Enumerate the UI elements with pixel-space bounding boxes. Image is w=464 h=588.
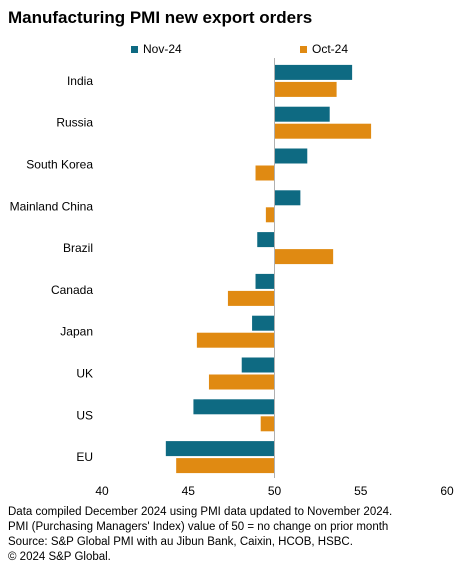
bar-oct bbox=[196, 332, 275, 348]
bar-oct bbox=[265, 207, 275, 223]
legend-swatch-oct bbox=[300, 45, 307, 53]
x-tick-label: 40 bbox=[95, 484, 109, 498]
bar-oct bbox=[274, 81, 337, 97]
bar-nov bbox=[193, 399, 275, 415]
note-line: PMI (Purchasing Managers' Index) value o… bbox=[8, 521, 389, 533]
category-label: Mainland China bbox=[10, 199, 94, 213]
bar-nov bbox=[257, 232, 275, 248]
chart-legend: Nov-24 Oct-24 bbox=[0, 42, 464, 58]
category-label: UK bbox=[76, 367, 93, 381]
bar-nov bbox=[274, 64, 353, 80]
legend-item-oct: Oct-24 bbox=[300, 42, 348, 56]
category-label: Brazil bbox=[63, 241, 93, 255]
note-line: Data compiled December 2024 using PMI da… bbox=[8, 506, 393, 518]
x-tick-label: 60 bbox=[440, 484, 454, 498]
bar-nov bbox=[274, 148, 308, 164]
legend-label-nov: Nov-24 bbox=[143, 42, 182, 56]
x-tick-label: 55 bbox=[354, 484, 368, 498]
category-label: Russia bbox=[56, 116, 93, 130]
category-label: US bbox=[76, 408, 93, 422]
chart-title: Manufacturing PMI new export orders bbox=[8, 8, 313, 27]
bar-nov bbox=[165, 441, 275, 457]
bar-oct bbox=[227, 290, 275, 306]
legend-swatch-nov bbox=[131, 45, 138, 53]
note-line: Source: S&P Global PMI with au Jibun Ban… bbox=[8, 536, 353, 548]
category-label: Japan bbox=[60, 325, 93, 339]
bar-oct bbox=[176, 458, 275, 474]
bar-nov bbox=[274, 106, 330, 122]
legend-label-oct: Oct-24 bbox=[312, 42, 349, 56]
bar-nov bbox=[255, 273, 275, 289]
category-label: EU bbox=[76, 450, 93, 464]
x-tick-label: 50 bbox=[268, 484, 282, 498]
category-label: South Korea bbox=[26, 158, 93, 172]
bar-nov bbox=[274, 190, 301, 206]
bar-chart: India Russia South Korea Mainland China Braz… bbox=[10, 58, 454, 498]
bar-nov bbox=[252, 315, 275, 331]
category-label: India bbox=[67, 74, 93, 88]
bar-oct bbox=[208, 374, 275, 390]
chart-notes: Data compiled December 2024 using PMI da… bbox=[8, 505, 392, 565]
bar-oct bbox=[274, 123, 372, 139]
x-tick-label: 45 bbox=[182, 484, 196, 498]
category-label: Canada bbox=[51, 283, 93, 297]
bar-oct bbox=[255, 165, 275, 181]
bar-nov bbox=[241, 357, 275, 373]
note-line: © 2024 S&P Global. bbox=[8, 551, 111, 563]
bar-oct bbox=[260, 416, 275, 432]
bar-oct bbox=[274, 249, 334, 265]
legend-item-nov: Nov-24 bbox=[131, 42, 182, 56]
